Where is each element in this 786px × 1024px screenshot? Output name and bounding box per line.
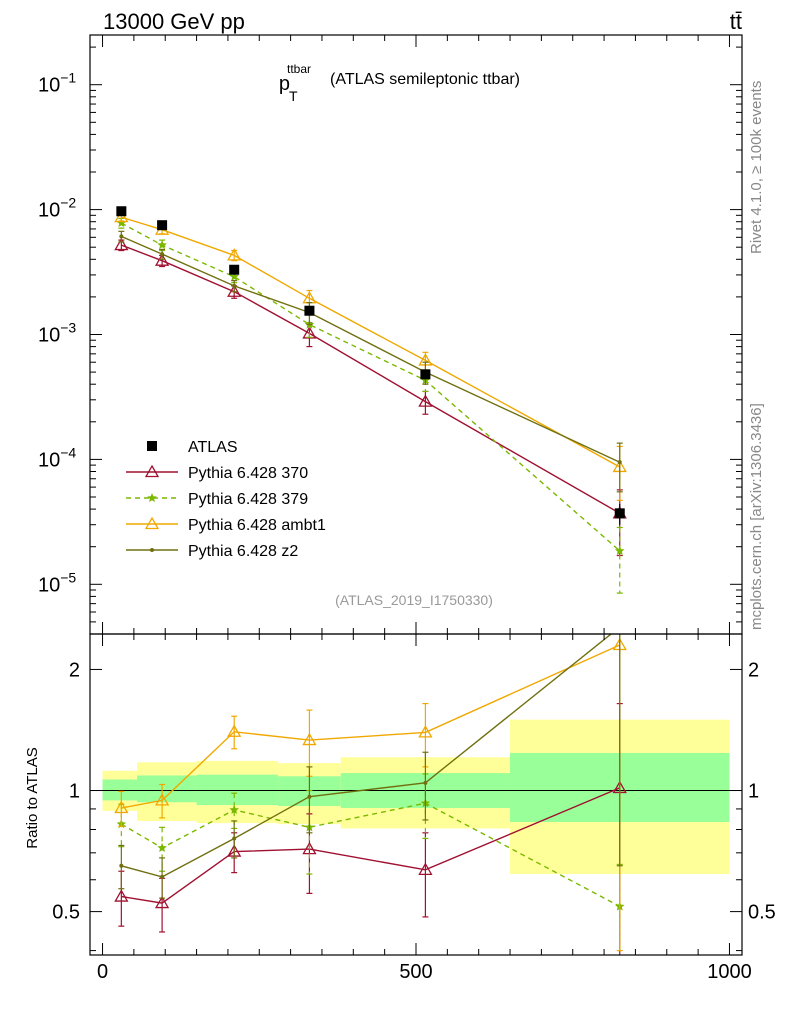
y-tick-label: 10−1 (38, 70, 76, 97)
main-series-3-point (232, 283, 237, 288)
ratio-series-2-line (121, 644, 621, 809)
main-series-1-point (116, 218, 127, 228)
y-tick-label: 10−4 (38, 444, 76, 471)
main-series-2-point (227, 248, 242, 261)
y-tick-exponent: −1 (60, 70, 76, 86)
legend-label-1: Pythia 6.428 370 (188, 465, 308, 482)
ratio-series-3-point (160, 874, 165, 879)
x-tick-label: 1000 (707, 961, 752, 983)
ratio-y-tick-label: 2 (69, 659, 80, 681)
main-series-1-point (229, 271, 239, 281)
main-series-1-point (615, 545, 625, 555)
ratio-series-3-point (307, 794, 312, 799)
y-tick-base: 10 (38, 449, 60, 471)
ratio-series-0-point (154, 895, 170, 909)
y-tick-label: 10−2 (38, 195, 76, 222)
ratio-y-tick-label-right: 0.5 (748, 902, 776, 924)
x-tick-label: 0 (97, 961, 108, 983)
ratio-series-3-line (121, 634, 613, 878)
rivet-label: Rivet 4.1.0, ≥ 100k events (748, 81, 765, 254)
ratio-series-0-point (418, 862, 433, 875)
main-series-0-line (121, 244, 621, 514)
atlas-data-point (304, 305, 315, 316)
ratio-series-3-point (423, 780, 428, 785)
legend-label-0: ATLAS (188, 439, 238, 456)
atlas-data-point (157, 220, 168, 231)
main-series-2-point (114, 209, 129, 223)
ratio-series-3-point (232, 836, 237, 841)
ratio-series-0-line (121, 787, 621, 904)
atlas-data-point (229, 264, 240, 275)
main-series-3-point (617, 460, 622, 465)
main-series-3-point (119, 234, 124, 239)
y-tick-exponent: −3 (60, 320, 76, 336)
ratio-series-2-point (154, 793, 170, 806)
y-tick-base: 10 (38, 200, 60, 222)
ratio-series-1-point (229, 804, 239, 814)
main-series-3-point (160, 252, 165, 257)
ratio-y-tick-label-right: 1 (748, 781, 759, 803)
main-series-2-line (121, 216, 621, 468)
chart-title: (ATLAS semileptonic ttbar) (330, 71, 520, 88)
main-series-3-line (121, 235, 621, 463)
ratio-series-0-point (114, 889, 129, 902)
band-inner-1 (137, 775, 197, 803)
ratio-y-tick-label: 0.5 (52, 902, 80, 924)
legend-marker-3 (144, 516, 160, 530)
y-tick-base: 10 (38, 574, 60, 596)
energy-label: 13000 GeV pp (103, 9, 245, 34)
ratio-series-3-point (618, 625, 622, 629)
ratio-uncertainty-bands (102, 719, 730, 875)
legend-marker-2 (147, 493, 157, 502)
ratio-y-tick-label: 1 (69, 781, 80, 803)
title-symbol: p (279, 73, 290, 95)
main-series-1-line (120, 222, 621, 552)
legend: ATLAS Pythia 6.428 370 Pythia 6.428 379 Pyt… (126, 439, 326, 560)
ratio-plot-area (90, 625, 742, 955)
ratio-series-2-point (302, 732, 317, 746)
ratio-series-2-point (227, 724, 242, 737)
y-tick-exponent: −2 (60, 195, 76, 211)
ratio-series-3-point (119, 863, 124, 868)
title-subscript: T (289, 88, 298, 104)
ratio-series-2-point (114, 800, 129, 814)
band-inner-0 (102, 779, 138, 801)
legend-label-4: Pythia 6.428 z2 (188, 543, 298, 560)
main-series-0-point (114, 237, 129, 251)
ratio-series-2-point (418, 725, 433, 738)
main-series-0-point (302, 326, 317, 339)
ratio-ylabel: Ratio to ATLAS (24, 747, 41, 848)
legend-label-2: Pythia 6.428 379 (188, 491, 308, 508)
ratio-y-tick-label-right: 2 (748, 659, 759, 681)
main-series-0-point (154, 253, 170, 266)
y-tick-base: 10 (38, 75, 60, 97)
legend-marker-4 (150, 548, 154, 552)
y-tick-label: 10−5 (38, 569, 76, 596)
process-label: tt̄ (730, 9, 742, 34)
y-tick-exponent: −5 (60, 569, 76, 585)
legend-marker-1 (144, 464, 160, 478)
legend-label-3: Pythia 6.428 ambt1 (188, 517, 326, 534)
band-inner-2 (196, 774, 279, 806)
atlas-data-point (116, 206, 127, 217)
y-tick-label: 10−3 (38, 320, 76, 347)
main-series-1-point (157, 240, 167, 250)
ratio-series-1-line (120, 802, 621, 908)
main-series-0-point (418, 394, 433, 407)
x-tick-label: 500 (399, 961, 432, 983)
main-plot-area (114, 206, 627, 594)
legend-marker-0 (147, 441, 157, 451)
y-tick-base: 10 (38, 325, 60, 347)
analysis-watermark: (ATLAS_2019_I1750330) (335, 592, 493, 608)
atlas-data-point (614, 508, 625, 519)
main-series-0-point (227, 284, 242, 297)
mcplots-label: mcplots.cern.ch [arXiv:1306.3436] (748, 403, 765, 630)
title-superscript: ttbar (287, 62, 311, 76)
atlas-data-point (420, 369, 431, 380)
y-tick-exponent: −4 (60, 444, 76, 460)
ratio-series-1-point (157, 842, 167, 852)
